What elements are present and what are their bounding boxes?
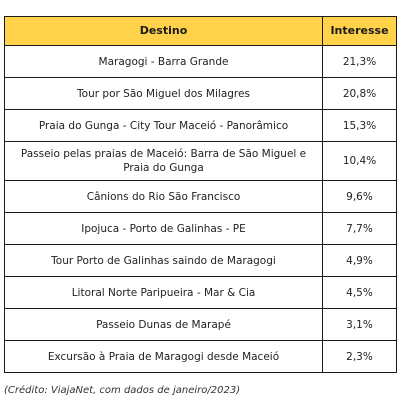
cell-interesse: 7,7% (322, 212, 397, 245)
cell-interesse: 2,3% (322, 340, 397, 373)
table-row: Maragogi - Barra Grande 21,3% (4, 45, 397, 78)
cell-interesse: 10,4% (322, 141, 397, 181)
table-row: Passeio Dunas de Marapé 3,1% (4, 308, 397, 341)
table-header-row: Destino Interesse (4, 16, 397, 46)
table-row: Tour Porto de Galinhas saindo de Maragog… (4, 244, 397, 277)
table-row: Ipojuca - Porto de Galinhas - PE 7,7% (4, 212, 397, 245)
cell-destino: Maragogi - Barra Grande (4, 45, 323, 78)
cell-interesse: 9,6% (322, 180, 397, 213)
cell-destino: Litoral Norte Paripueira - Mar & Cia (4, 276, 323, 309)
header-destino: Destino (4, 16, 323, 46)
cell-interesse: 4,5% (322, 276, 397, 309)
cell-interesse: 21,3% (322, 45, 397, 78)
cell-destino: Praia do Gunga - City Tour Maceió - Pano… (4, 109, 323, 142)
cell-destino: Tour por São Miguel dos Milagres (4, 77, 323, 110)
table-row: Litoral Norte Paripueira - Mar & Cia 4,5… (4, 276, 397, 309)
destinations-table: Destino Interesse Maragogi - Barra Grand… (4, 16, 397, 373)
table-row: Praia do Gunga - City Tour Maceió - Pano… (4, 109, 397, 142)
cell-destino: Ipojuca - Porto de Galinhas - PE (4, 212, 323, 245)
cell-interesse: 20,8% (322, 77, 397, 110)
cell-destino: Passeio Dunas de Marapé (4, 308, 323, 341)
cell-destino: Tour Porto de Galinhas saindo de Maragog… (4, 244, 323, 277)
destinations-table-container: Destino Interesse Maragogi - Barra Grand… (4, 16, 397, 373)
cell-interesse: 15,3% (322, 109, 397, 142)
header-interesse: Interesse (322, 16, 397, 46)
credit-caption: (Crédito: ViajaNet, com dados de janeiro… (4, 385, 241, 396)
cell-interesse: 3,1% (322, 308, 397, 341)
cell-destino: Cânions do Rio São Francisco (4, 180, 323, 213)
table-row: Excursão à Praia de Maragogi desde Macei… (4, 340, 397, 373)
cell-destino: Excursão à Praia de Maragogi desde Macei… (4, 340, 323, 373)
cell-destino: Passeio pelas praias de Maceió: Barra de… (4, 141, 323, 181)
table-row: Cânions do Rio São Francisco 9,6% (4, 180, 397, 213)
table-row: Passeio pelas praias de Maceió: Barra de… (4, 141, 397, 181)
cell-interesse: 4,9% (322, 244, 397, 277)
table-row: Tour por São Miguel dos Milagres 20,8% (4, 77, 397, 110)
